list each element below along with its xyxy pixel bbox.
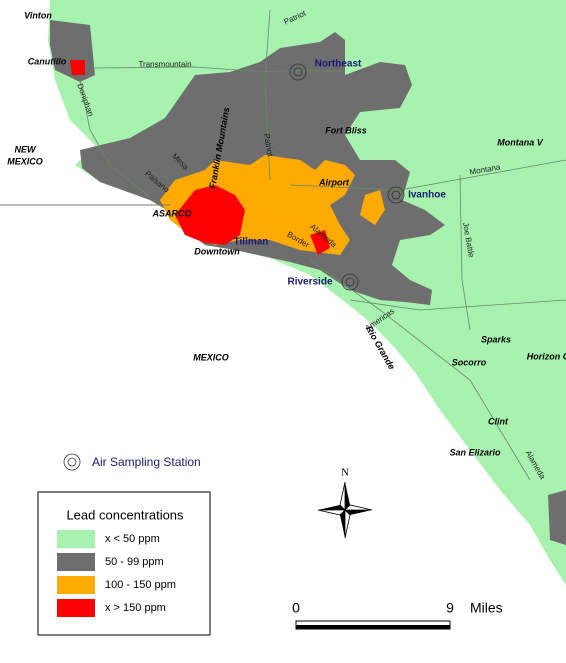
legend-swatch — [57, 530, 95, 548]
legend-items: x < 50 ppm 50 - 99 ppm 100 - 150 ppm x > 15… — [57, 530, 176, 617]
map-label: Transmountain — [138, 60, 191, 69]
map-label: Clint — [488, 416, 509, 426]
station-icons — [63, 63, 405, 471]
map-label: Canutillo — [28, 56, 67, 66]
map-label: Montana V — [497, 137, 543, 147]
legend-label: x < 50 ppm — [105, 533, 160, 545]
north-label: N — [341, 467, 349, 479]
legend-swatch — [57, 599, 95, 617]
scale-tick-label: 0 — [292, 600, 300, 616]
map-label: MEXICO — [7, 156, 43, 166]
legend-label: 50 - 99 ppm — [105, 556, 164, 568]
map-label: Fort Bliss — [325, 125, 367, 135]
map-label: Sparks — [481, 334, 511, 344]
scale-unit: Miles — [470, 600, 503, 616]
map-label: Tillman — [234, 237, 269, 248]
legend-label: 100 - 150 ppm — [105, 579, 176, 591]
land-top — [175, 185, 245, 245]
map-label: Patriot — [262, 133, 275, 158]
map-label: Socorro — [452, 357, 487, 367]
legend-swatch — [57, 576, 95, 594]
legend-title: Lead concentrations — [66, 507, 184, 522]
map-label: Ivanhoe — [408, 190, 446, 201]
legend-label: x > 150 ppm — [105, 602, 166, 614]
legend-swatch — [57, 553, 95, 571]
north-arrow — [317, 481, 373, 539]
road — [309, 259, 531, 481]
map-label: San Elizario — [449, 447, 501, 457]
road — [459, 174, 471, 331]
station-legend: Air Sampling Station — [92, 455, 201, 469]
road — [264, 9, 271, 181]
map-label: NEW — [15, 144, 38, 154]
map-label: Vinton — [24, 10, 52, 20]
land-mid — [548, 490, 566, 545]
land-top — [70, 60, 85, 75]
map-label: ASARCO — [151, 208, 191, 218]
road — [94, 66, 346, 73]
map-label: Airport — [318, 177, 350, 187]
map-label: MEXICO — [193, 352, 229, 362]
land-top — [310, 230, 330, 255]
road — [289, 159, 566, 191]
land-high — [360, 190, 385, 225]
scale-tick-label: 9 — [446, 600, 454, 616]
map-label: Riverside — [287, 277, 332, 288]
road — [79, 79, 161, 206]
map-label: Downtown — [194, 246, 240, 256]
scale-bar-fill — [296, 625, 450, 629]
map-label: Northeast — [315, 59, 362, 70]
map-label: Horizon C — [527, 351, 566, 361]
road — [349, 299, 566, 311]
